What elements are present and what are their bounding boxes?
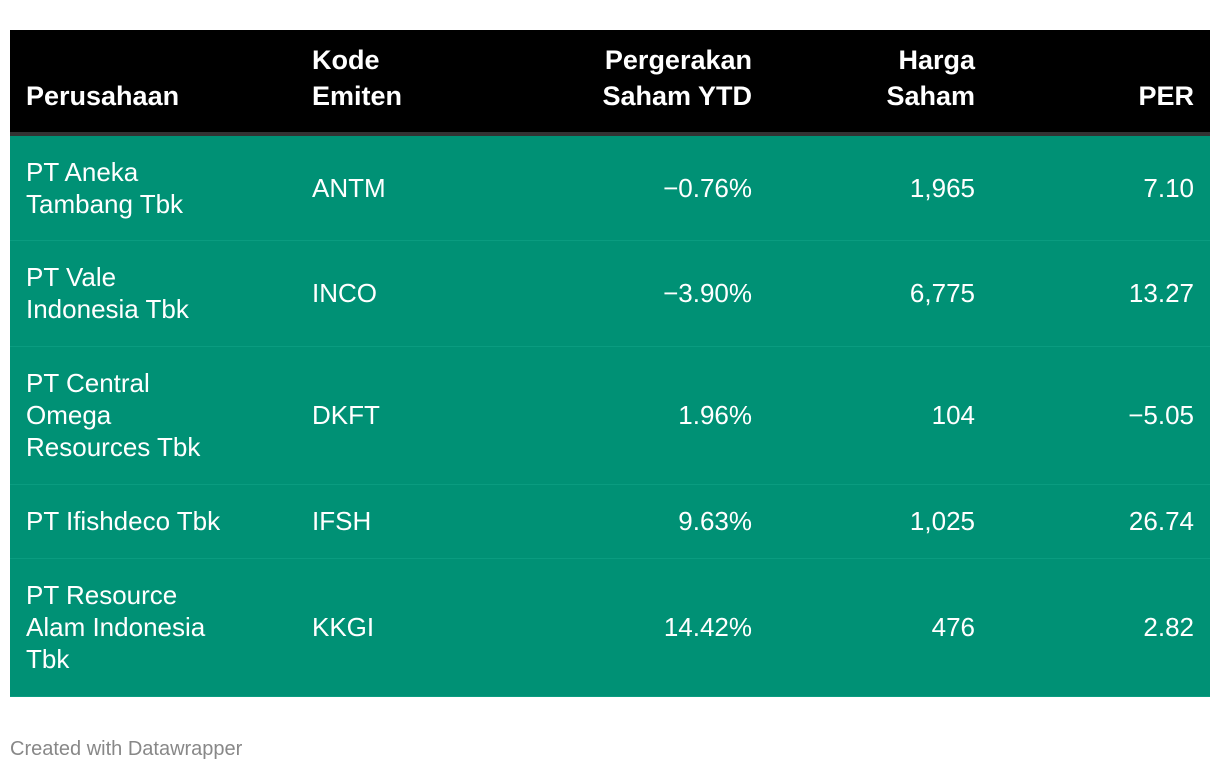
table-row: PT Vale Indonesia Tbk INCO −3.90% 6,775 1… (10, 240, 1210, 346)
cell-per: −5.05 (1128, 400, 1194, 430)
cell-price: 104 (931, 400, 975, 430)
cell-code: ANTM (312, 172, 386, 203)
cell-company: PT Resource Alam Indonesia Tbk (26, 580, 206, 674)
cell-ytd: 9.63% (678, 506, 752, 536)
cell-price: 1,025 (909, 506, 975, 536)
cell-ytd: −3.90% (663, 278, 752, 308)
table-row: PT Aneka Tambang Tbk ANTM −0.76% 1,965 7.… (10, 134, 1210, 240)
header-perusahaan: Perusahaan (10, 30, 296, 136)
cell-per: 7.10 (1143, 172, 1194, 203)
cell-price: 476 (931, 612, 975, 642)
cell-per: 13.27 (1128, 278, 1194, 308)
cell-price: 6,775 (909, 278, 975, 308)
cell-code: IFSH (312, 506, 372, 536)
cell-company: PT Aneka Tambang Tbk (26, 156, 184, 219)
cell-code: INCO (312, 278, 377, 308)
stock-table: Perusahaan Kode Emiten Pergerakan Saham YT… (10, 30, 1210, 697)
table-row: PT Resource Alam Indonesia Tbk KKGI 14.42%… (10, 558, 1210, 696)
header-per: PER (991, 30, 1210, 136)
table-row: PT Ifishdeco Tbk IFSH 9.63% 1,025 26.74 (10, 484, 1210, 558)
table-header: Perusahaan Kode Emiten Pergerakan Saham YT… (10, 30, 1210, 136)
cell-code: DKFT (312, 400, 380, 430)
table-row: PT Central Omega Resources Tbk DKFT 1.96% … (10, 346, 1210, 484)
table-body: PT Aneka Tambang Tbk ANTM −0.76% 1,965 7.… (10, 134, 1210, 696)
cell-per: 26.74 (1128, 506, 1194, 536)
stock-table-container: Perusahaan Kode Emiten Pergerakan Saham YT… (10, 30, 1210, 697)
header-pergerakan-saham-ytd: Pergerakan Saham YTD (536, 30, 768, 136)
cell-code: KKGI (312, 612, 375, 642)
cell-company: PT Vale Indonesia Tbk (26, 262, 189, 324)
cell-ytd: 14.42% (663, 612, 752, 642)
cell-company: PT Central Omega Resources Tbk (26, 368, 201, 462)
cell-ytd: −0.76% (663, 172, 752, 203)
datawrapper-credit[interactable]: Created with Datawrapper (10, 738, 243, 760)
cell-price: 1,965 (909, 172, 975, 203)
header-harga-saham: Harga Saham (768, 30, 991, 136)
cell-company: PT Ifishdeco Tbk (26, 506, 221, 536)
header-kode-emiten: Kode Emiten (296, 30, 536, 136)
header-row: Perusahaan Kode Emiten Pergerakan Saham YT… (10, 30, 1210, 136)
cell-per: 2.82 (1143, 612, 1194, 642)
cell-ytd: 1.96% (678, 400, 752, 430)
